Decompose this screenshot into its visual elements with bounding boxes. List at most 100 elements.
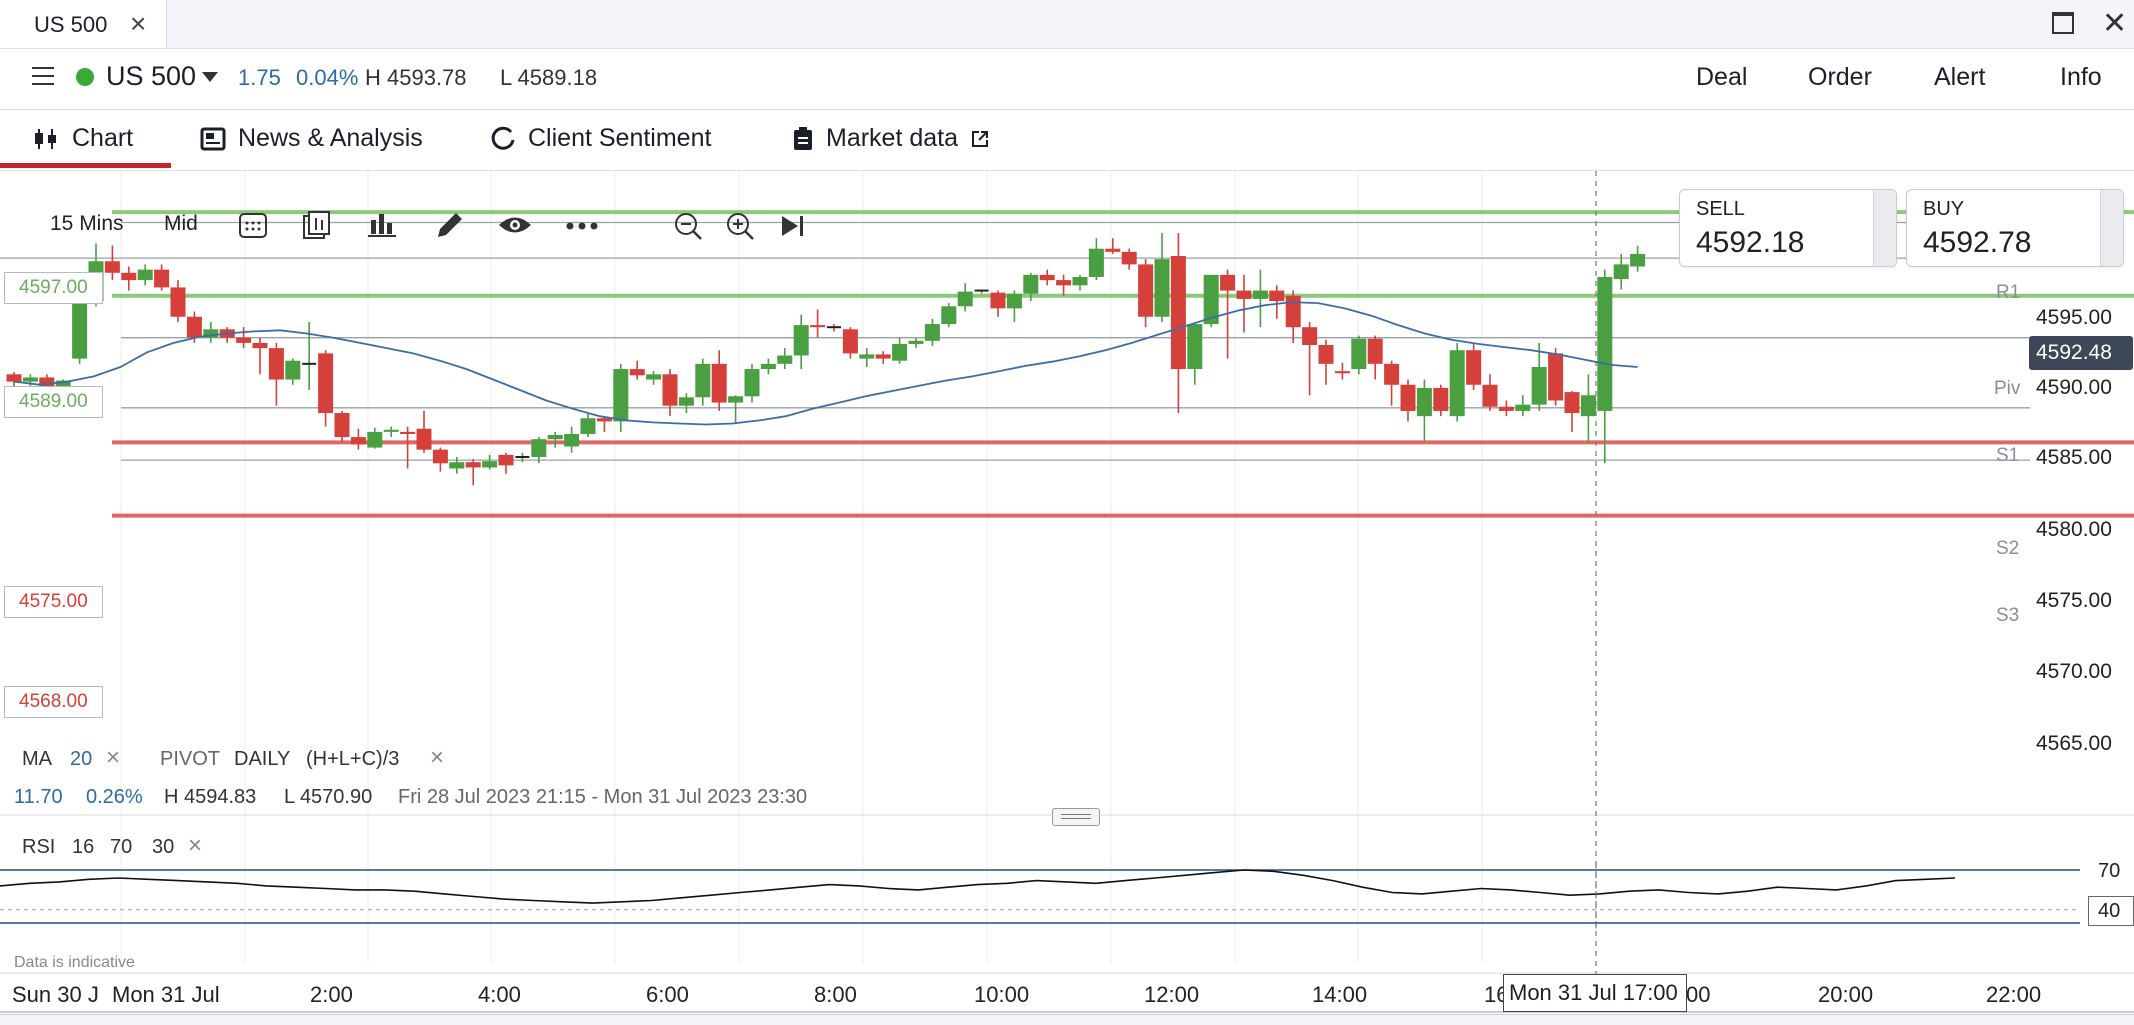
window-tab[interactable]: US 500 × — [0, 0, 167, 48]
pivot-s3-label: S3 — [1996, 605, 2020, 626]
y-axis-tick: 4580.00 — [2036, 518, 2112, 541]
rsi-lower[interactable]: 30 — [152, 836, 175, 858]
remove-ma-icon[interactable]: × — [106, 744, 121, 771]
tab-sentiment-label: Client Sentiment — [528, 124, 712, 152]
candle-body — [400, 431, 416, 434]
level-4589-label[interactable]: 4589.00 — [4, 386, 103, 418]
candle-body — [285, 360, 301, 380]
chevron-down-icon[interactable] — [202, 72, 218, 82]
x-axis-tick: 22:00 — [1986, 982, 2042, 1007]
level-4575-label[interactable]: 4575.00 — [4, 586, 103, 618]
market-status-icon — [76, 68, 94, 86]
candle-body — [1220, 274, 1236, 291]
deal-button[interactable]: Deal — [1696, 63, 1748, 91]
candle-body — [1318, 344, 1334, 364]
zoom-out-icon[interactable] — [674, 212, 704, 242]
candle-body — [236, 337, 252, 343]
tab-chart-label: Chart — [72, 124, 134, 152]
candle-body — [1203, 274, 1219, 325]
candle-body — [1170, 256, 1186, 370]
candle-body — [1302, 327, 1318, 345]
x-axis-tick: 20:00 — [1818, 982, 1874, 1007]
x-axis-tick: 8:00 — [814, 982, 857, 1007]
remove-rsi-icon[interactable]: × — [188, 832, 203, 859]
visibility-eye-icon[interactable] — [498, 214, 532, 236]
candle-body — [760, 363, 776, 370]
hamburger-menu-icon[interactable] — [32, 67, 54, 85]
y-axis-tick: 4585.00 — [2036, 446, 2112, 469]
tab-chart[interactable]: Chart — [34, 124, 133, 153]
calendar-icon[interactable] — [238, 211, 268, 239]
current-price-badge: 4592.48 — [2029, 336, 2133, 370]
range-low: L 4570.90 — [284, 786, 373, 808]
window-close-icon[interactable]: ✕ — [2102, 7, 2128, 40]
sell-quote-button[interactable]: SELL 4592.18 — [1679, 189, 1897, 267]
rsi-upper[interactable]: 70 — [110, 836, 133, 858]
range-period: Fri 28 Jul 2023 21:15 - Mon 31 Jul 2023 … — [398, 786, 808, 808]
candle-body — [613, 369, 629, 422]
order-button[interactable]: Order — [1808, 63, 1872, 91]
candle-body — [1515, 404, 1531, 411]
tab-market-data[interactable]: Market data — [792, 124, 990, 153]
range-change-pct: 0.26% — [86, 786, 143, 808]
newspaper-icon — [200, 127, 226, 150]
tab-close-icon[interactable]: × — [130, 8, 147, 39]
candle-body — [416, 428, 432, 450]
instrument-name[interactable]: US 500 — [106, 61, 197, 91]
candle-body — [1531, 366, 1547, 405]
clipboard-icon — [794, 126, 812, 150]
chart-type-icon[interactable] — [302, 210, 332, 240]
x-axis-tick: 12:00 — [1144, 982, 1200, 1007]
more-options-icon[interactable] — [566, 222, 598, 230]
interval-selector[interactable]: 15 Mins — [50, 212, 124, 235]
candle-body — [1105, 248, 1121, 252]
crosshair-time-badge: Mon 31 Jul 17:00 — [1503, 974, 1687, 1012]
panel-resize-handle[interactable] — [1052, 808, 1100, 826]
tab-client-sentiment[interactable]: Client Sentiment — [490, 124, 711, 153]
ma-period[interactable]: 20 — [70, 748, 93, 770]
price-chart[interactable] — [0, 171, 2134, 1024]
level-4568-label[interactable]: 4568.00 — [4, 686, 103, 718]
candle-body — [1072, 276, 1088, 286]
buy-label: BUY — [1923, 198, 1965, 220]
candle-body — [1564, 392, 1580, 414]
candle-body — [1384, 363, 1400, 385]
tab-news-label: News & Analysis — [238, 124, 423, 152]
alert-button[interactable]: Alert — [1934, 63, 1986, 91]
buy-quote-button[interactable]: BUY 4592.78 — [1906, 189, 2124, 267]
indicators-icon[interactable] — [368, 212, 396, 238]
pivot-period[interactable]: DAILY — [234, 748, 291, 770]
candle-body — [744, 369, 760, 397]
zoom-in-icon[interactable] — [726, 212, 756, 242]
info-button[interactable]: Info — [2060, 63, 2102, 91]
candle-body — [695, 363, 711, 398]
timeline-scrollbar[interactable] — [0, 1014, 2134, 1025]
tab-news-analysis[interactable]: News & Analysis — [200, 124, 423, 153]
candle-body — [1466, 350, 1482, 385]
candle-body — [859, 354, 875, 359]
y-axis-tick: 4570.00 — [2036, 660, 2112, 683]
candle-body — [137, 269, 153, 281]
rsi-period[interactable]: 16 — [72, 836, 95, 858]
draw-pencil-icon[interactable] — [434, 211, 464, 241]
candle-body — [1433, 387, 1449, 411]
y-axis-tick: 4590.00 — [2036, 376, 2112, 399]
x-axis-labels: Sun 30 Ju Mon 31 Jul 2:00 4:00 6:00 8:00… — [0, 974, 2134, 1024]
price-type-selector[interactable]: Mid — [164, 212, 198, 235]
x-axis-tick: 2:00 — [310, 982, 353, 1007]
candle-body — [55, 380, 71, 390]
instrument-low: L 4589.18 — [500, 65, 598, 90]
candle-body — [1449, 350, 1465, 417]
candle-body — [383, 429, 399, 432]
candle-body — [1056, 280, 1072, 286]
remove-pivot-icon[interactable]: × — [430, 744, 445, 771]
jump-to-latest-icon[interactable] — [780, 214, 806, 238]
crosshair-time: Mon 31 Jul 17:00 — [1509, 980, 1678, 1005]
candle-body — [1351, 338, 1367, 370]
level-4597-label[interactable]: 4597.00 — [4, 272, 103, 304]
candle-body — [957, 291, 973, 307]
buy-price: 4592.78 — [1923, 226, 2032, 259]
candle-body — [1154, 259, 1170, 317]
pivot-formula[interactable]: (H+L+C)/3 — [306, 748, 400, 770]
maximize-icon[interactable] — [2052, 12, 2074, 34]
